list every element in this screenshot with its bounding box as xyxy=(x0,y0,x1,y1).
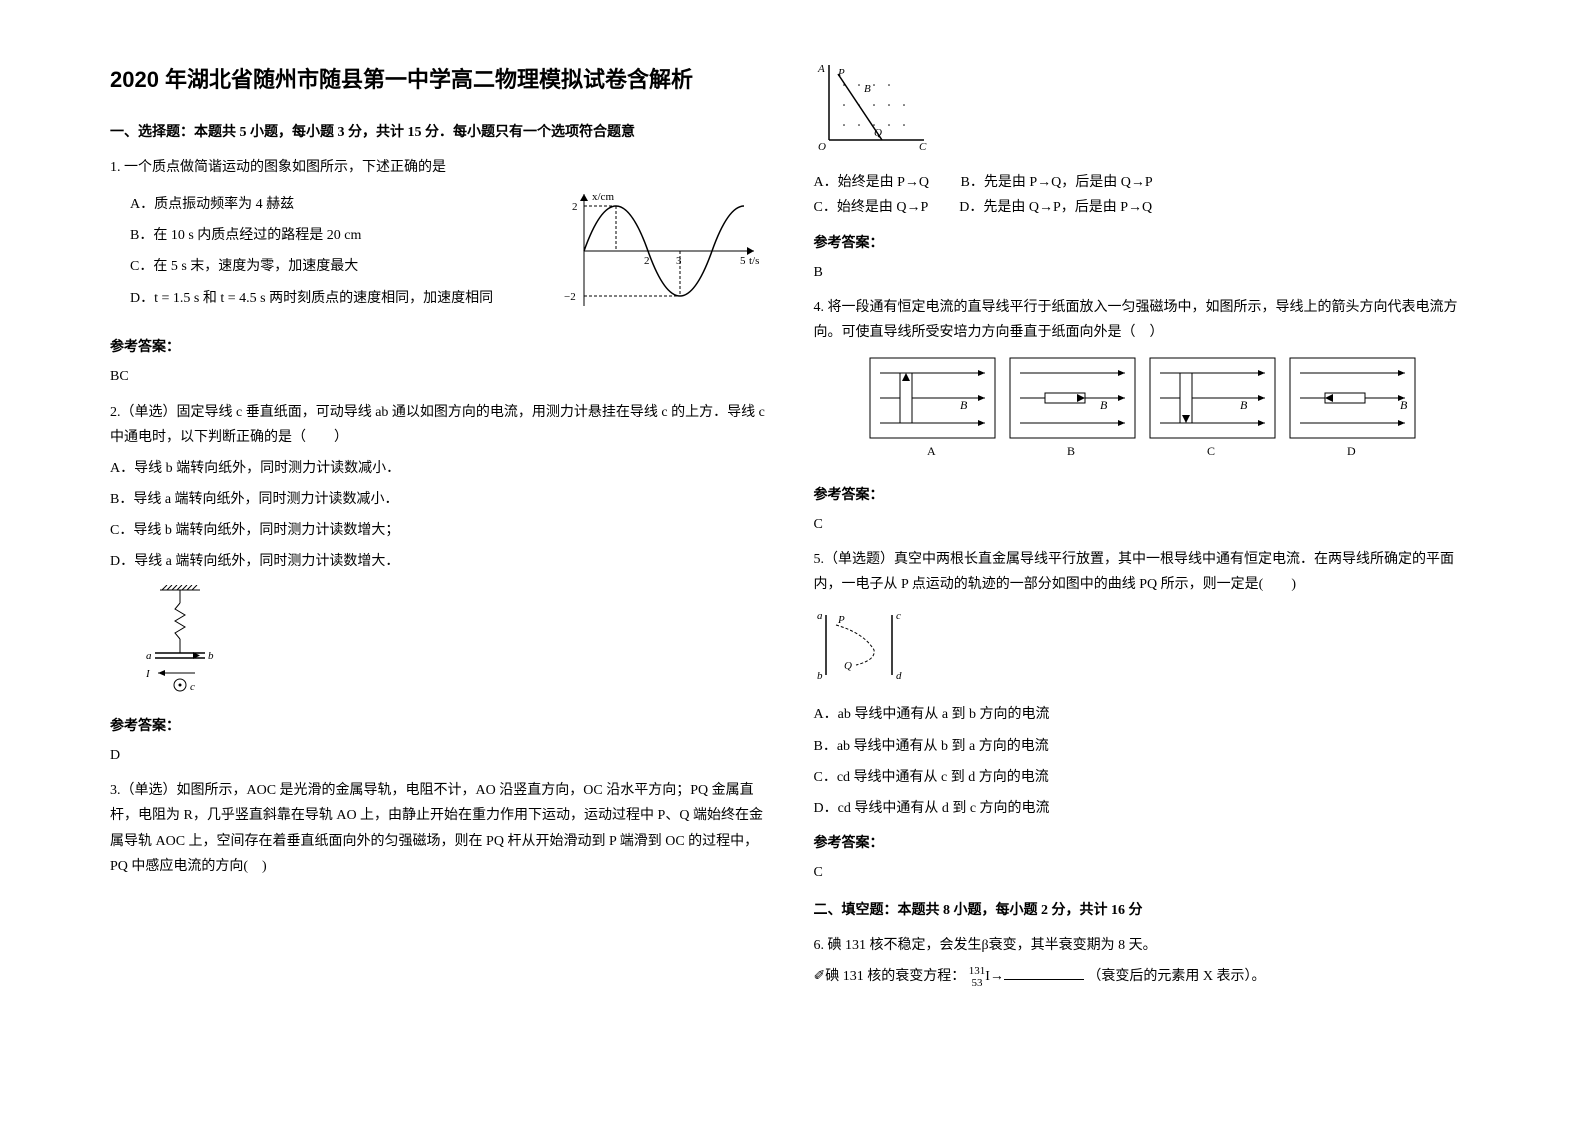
q1-options: A．质点振动频率为 4 赫兹 B．在 10 s 内质点经过的路程是 20 cm … xyxy=(110,186,554,317)
q3-label-B: B xyxy=(864,83,871,95)
q1-option-d: D．t = 1.5 s 和 t = 4.5 s 两时刻质点的速度相同，加速度相同 xyxy=(130,286,554,311)
q3-option-d: D．先是由 Q→P，后是由 P→Q xyxy=(959,200,1152,215)
q3-stem: 3.（单选）如图所示，AOC 是光滑的金属导轨，电阻不计，AO 沿竖直方向，OC… xyxy=(110,778,774,879)
q4-answer-label: 参考答案： xyxy=(814,483,1478,508)
q1-option-a: A．质点振动频率为 4 赫兹 xyxy=(130,192,554,217)
q2-option-a: A．导线 b 端转向纸外，同时测力计读数减小． xyxy=(110,456,774,481)
q5-label-c: c xyxy=(896,610,901,622)
q4-label-D: D xyxy=(1347,444,1356,458)
xtick-5: 5 xyxy=(740,255,746,267)
q3-label-P: P xyxy=(837,67,845,79)
q2-answer-label: 参考答案： xyxy=(110,714,774,739)
q4-panel-B: B B xyxy=(1010,358,1135,458)
q1-answer: BC xyxy=(110,364,774,389)
section-2-heading: 二、填空题：本题共 8 小题，每小题 2 分，共计 16 分 xyxy=(814,898,1478,923)
xlabel: t/s xyxy=(749,255,759,267)
section-1-heading: 一、选择题：本题共 5 小题，每小题 3 分，共计 15 分．每小题只有一个选项… xyxy=(110,120,774,145)
q2-label-b: b xyxy=(208,650,214,662)
q4-B-b: B xyxy=(1100,398,1108,412)
q3-answer: B xyxy=(814,260,1478,285)
xtick-2: 2 xyxy=(644,255,650,267)
q3-options-line2: C．始终是由 Q→P D．先是由 Q→P，后是由 P→Q xyxy=(814,195,1478,220)
q3-option-a: A．始终是由 P→Q xyxy=(814,175,930,190)
q6-blank xyxy=(1004,966,1084,980)
q4-svg: B A B B B C xyxy=(865,353,1425,463)
q1-stem: 1. 一个质点做简谐运动的图象如图所示，下述正确的是 xyxy=(110,155,774,180)
q5-stem: 5.（单选题）真空中两根长直金属导线平行放置，其中一根导线中通有恒定电流．在两导… xyxy=(814,547,1478,597)
exam-title: 2020 年湖北省随州市随县第一中学高二物理模拟试卷含解析 xyxy=(110,60,774,100)
q4-panel-C: B C xyxy=(1150,358,1275,458)
q6-suffix: （衰变后的元素用 X 表示）。 xyxy=(1087,969,1265,984)
q3-label-A: A xyxy=(817,63,825,75)
q4-B-d: B xyxy=(1400,398,1408,412)
left-column: 2020 年湖北省随州市随县第一中学高二物理模拟试卷含解析 一、选择题：本题共 … xyxy=(90,60,794,1092)
q4-panel-A: B A xyxy=(870,358,995,458)
q5-label-d: d xyxy=(896,670,902,682)
ytick-neg2: −2 xyxy=(564,291,576,303)
q4-label-B: B xyxy=(1067,444,1075,458)
q1-sine-chart: x/cm t/s 2 −2 2 3 5 xyxy=(554,186,764,316)
q1-option-b: B．在 10 s 内质点经过的路程是 20 cm xyxy=(130,223,554,248)
q5-label-Q: Q xyxy=(844,660,852,672)
q5-svg: a P c Q b d xyxy=(814,605,924,685)
q3-option-c: C．始终是由 Q→P xyxy=(814,200,928,215)
q4-label-C: C xyxy=(1207,444,1215,458)
q3-label-O: O xyxy=(818,141,826,153)
q5-option-c: C．cd 导线中通有从 c 到 d 方向的电流 xyxy=(814,765,1478,790)
q5-label-b: b xyxy=(817,670,823,682)
q6-stem-line2: ✐碘 131 核的衰变方程： 131 53 I→ （衰变后的元素用 X 表示）。 xyxy=(814,964,1478,989)
q3-svg: A P B Q O C xyxy=(814,60,934,155)
q5-answer: C xyxy=(814,860,1478,885)
q4-answer: C xyxy=(814,512,1478,537)
q4-B-c: B xyxy=(1240,398,1248,412)
q4-panel-D: B D xyxy=(1290,358,1415,458)
q2-figure: a b I c xyxy=(140,585,774,704)
q3-options-line1: A．始终是由 P→Q B．先是由 P→Q，后是由 Q→P xyxy=(814,170,1478,195)
q3-answer-label: 参考答案： xyxy=(814,231,1478,256)
xtick-3: 3 xyxy=(676,255,682,267)
q5-option-d: D．cd 导线中通有从 d 到 c 方向的电流 xyxy=(814,796,1478,821)
q6-stem-line1: 6. 碘 131 核不稳定，会发生β衰变，其半衰变期为 8 天。 xyxy=(814,933,1478,958)
q6-arrow: → xyxy=(990,969,1004,984)
q2-label-c: c xyxy=(190,681,195,693)
ylabel: x/cm xyxy=(592,191,614,203)
q5-option-b: B．ab 导线中通有从 b 到 a 方向的电流 xyxy=(814,734,1478,759)
right-column: A P B Q O C A．始终是由 P→Q B．先是由 P→Q，后是由 Q→P… xyxy=(794,60,1498,1092)
q6-prefix: 碘 131 核的衰变方程： xyxy=(825,969,965,984)
q1-figure: x/cm t/s 2 −2 2 3 5 xyxy=(554,186,774,325)
nuclide-A: 131 xyxy=(969,965,986,977)
q2-answer: D xyxy=(110,743,774,768)
q2-stem: 2.（单选）固定导线 c 垂直纸面，可动导线 ab 通以如图方向的电流，用测力计… xyxy=(110,400,774,450)
q3-option-b: B．先是由 P→Q，后是由 Q→P xyxy=(961,175,1153,190)
q2-circuit-svg: a b I c xyxy=(140,585,230,695)
q5-answer-label: 参考答案： xyxy=(814,831,1478,856)
q2-option-c: C．导线 b 端转向纸外，同时测力计读数增大； xyxy=(110,518,774,543)
q5-label-a: a xyxy=(817,610,823,622)
q1-option-c: C．在 5 s 末，速度为零，加速度最大 xyxy=(130,254,554,279)
q4-B-a: B xyxy=(960,398,968,412)
ytick-2: 2 xyxy=(572,201,578,213)
q3-label-C: C xyxy=(919,141,927,153)
q5-figure: a P c Q b d xyxy=(814,605,1478,694)
q4-label-A: A xyxy=(927,444,936,458)
pencil-icon: ✐ xyxy=(814,969,826,984)
q2-option-d: D．导线 a 端转向纸外，同时测力计读数增大． xyxy=(110,549,774,574)
q2-label-I: I xyxy=(145,668,151,680)
q1-answer-label: 参考答案： xyxy=(110,335,774,360)
q6-nuclide: 131 53 xyxy=(969,965,986,989)
nuclide-Z: 53 xyxy=(969,977,986,989)
q5-label-P: P xyxy=(837,614,845,626)
q2-label-a: a xyxy=(146,650,152,662)
q5-option-a: A．ab 导线中通有从 a 到 b 方向的电流 xyxy=(814,702,1478,727)
q4-figure: B A B B B C xyxy=(814,353,1478,472)
q2-option-b: B．导线 a 端转向纸外，同时测力计读数减小． xyxy=(110,487,774,512)
q3-figure: A P B Q O C xyxy=(814,60,1478,164)
q1-body: A．质点振动频率为 4 赫兹 B．在 10 s 内质点经过的路程是 20 cm … xyxy=(110,186,774,325)
q4-stem: 4. 将一段通有恒定电流的直导线平行于纸面放入一匀强磁场中，如图所示，导线上的箭… xyxy=(814,295,1478,345)
q3-label-Q: Q xyxy=(874,127,882,139)
